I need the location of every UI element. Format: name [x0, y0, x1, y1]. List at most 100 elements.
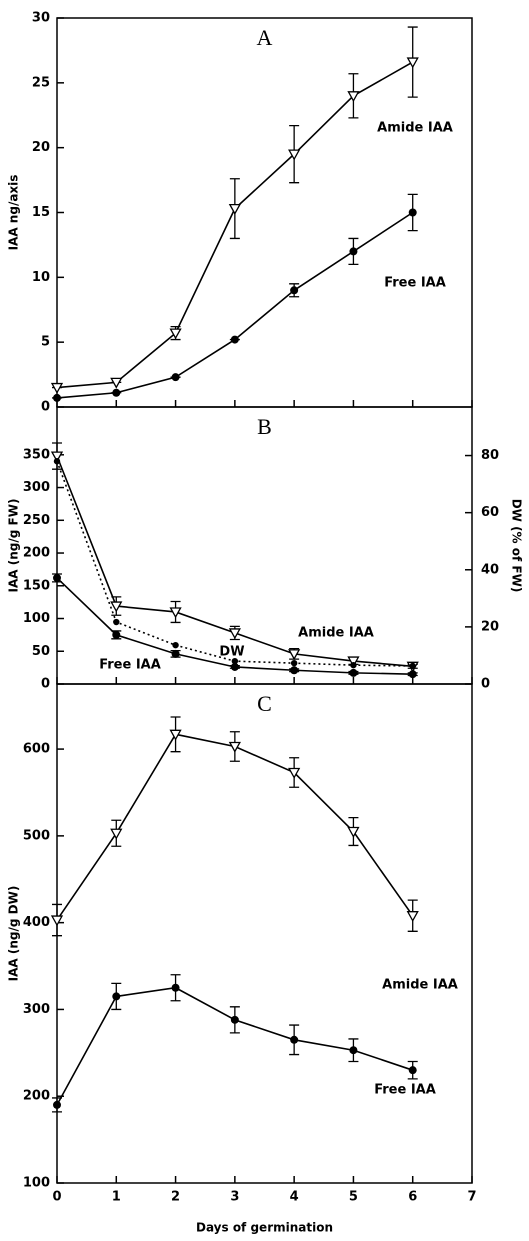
marker — [349, 668, 358, 677]
marker — [110, 828, 123, 840]
marker — [53, 393, 61, 402]
series-label: Amide IAA — [377, 121, 453, 136]
marker — [230, 662, 239, 671]
marker — [347, 826, 360, 838]
marker — [231, 657, 239, 665]
series-label: Free IAA — [99, 658, 161, 673]
series-line — [56, 986, 413, 1106]
y-tick-label: 10 — [32, 270, 50, 285]
marker — [171, 983, 180, 992]
y-tick-label: 0 — [41, 677, 50, 692]
marker — [110, 377, 123, 389]
series-line — [56, 211, 414, 399]
marker — [230, 1015, 239, 1024]
marker — [112, 630, 121, 639]
x-tick-label: 2 — [171, 1190, 180, 1205]
y-tick-label: 200 — [23, 546, 50, 561]
marker — [53, 573, 61, 582]
marker — [171, 649, 180, 658]
marker — [169, 328, 182, 340]
x-tick-label: 4 — [290, 1190, 299, 1205]
y-tick-label: 150 — [23, 578, 50, 593]
marker — [169, 729, 182, 741]
marker — [53, 458, 61, 465]
marker — [290, 659, 298, 667]
y-tick-label: 250 — [23, 513, 50, 528]
y-tick-label: 0 — [41, 400, 50, 415]
y-axis-label: IAA ng/axis — [7, 175, 21, 251]
marker — [290, 1035, 299, 1044]
y-tick-label: 20 — [32, 140, 50, 155]
y-tick-label: 5 — [41, 335, 50, 350]
marker — [349, 247, 358, 256]
marker — [408, 1066, 417, 1075]
y-tick-label: 15 — [32, 205, 50, 220]
x-tick-label: 5 — [349, 1190, 358, 1205]
marker — [50, 451, 64, 463]
marker — [406, 57, 419, 69]
marker — [350, 661, 357, 669]
marker — [408, 670, 417, 679]
x-axis-label: Days of germination — [196, 1221, 333, 1235]
marker — [230, 335, 239, 344]
marker — [409, 662, 416, 670]
marker — [110, 601, 123, 613]
y-tick-label: 25 — [32, 75, 50, 90]
panel-title: B — [257, 414, 272, 439]
y-tick-label: 350 — [23, 447, 50, 462]
x-tick-label: 7 — [467, 1190, 476, 1205]
marker — [290, 666, 299, 675]
marker — [228, 628, 241, 640]
marker — [53, 1100, 61, 1109]
x-tick-label: 0 — [52, 1190, 61, 1205]
marker — [288, 149, 301, 161]
y-tick-label: 100 — [23, 1176, 50, 1191]
marker — [172, 641, 179, 649]
marker — [349, 1046, 358, 1055]
marker — [50, 915, 64, 927]
y-tick-label: 600 — [23, 742, 50, 757]
marker — [113, 618, 120, 626]
series-label: Amide IAA — [298, 626, 374, 641]
marker — [288, 649, 301, 661]
y-tick-label: 500 — [23, 828, 50, 843]
y2-tick-label: 40 — [481, 562, 499, 577]
panel-title: C — [257, 691, 272, 716]
series-label: Amide IAA — [382, 978, 458, 993]
y-tick-label: 300 — [23, 480, 50, 495]
y-axis-label: IAA (ng/g FW) — [7, 499, 21, 593]
x-tick-label: 1 — [112, 1190, 121, 1205]
plot-frame — [56, 406, 473, 685]
marker — [288, 767, 301, 779]
marker — [228, 741, 241, 753]
y-tick-label: 400 — [23, 915, 50, 930]
marker — [50, 382, 64, 394]
y2-tick-label: 0 — [481, 677, 490, 692]
y2-tick-label: 20 — [481, 619, 499, 634]
marker — [171, 373, 180, 382]
marker — [228, 203, 241, 215]
x-tick-label: 6 — [408, 1190, 417, 1205]
y2-tick-label: 80 — [481, 448, 499, 463]
series-label: Free IAA — [384, 276, 446, 291]
y-tick-label: 200 — [23, 1089, 50, 1104]
y2-tick-label: 60 — [481, 505, 499, 520]
y2-axis-label: DW (% of FW) — [510, 499, 524, 593]
y-tick-label: 30 — [32, 11, 50, 26]
marker — [112, 992, 121, 1001]
y-tick-label: 100 — [23, 611, 50, 626]
marker — [347, 656, 360, 668]
y-axis-label: IAA (ng/g DW) — [7, 886, 21, 982]
marker — [408, 208, 417, 217]
marker — [347, 91, 360, 103]
marker — [406, 911, 419, 923]
y-tick-label: 50 — [32, 644, 50, 659]
series-label: DW — [219, 645, 244, 660]
marker — [112, 388, 121, 397]
panel-title: A — [257, 25, 273, 50]
y-tick-label: 300 — [23, 1002, 50, 1017]
series-label: Free IAA — [374, 1083, 436, 1098]
marker — [169, 607, 182, 619]
x-tick-label: 3 — [230, 1190, 239, 1205]
